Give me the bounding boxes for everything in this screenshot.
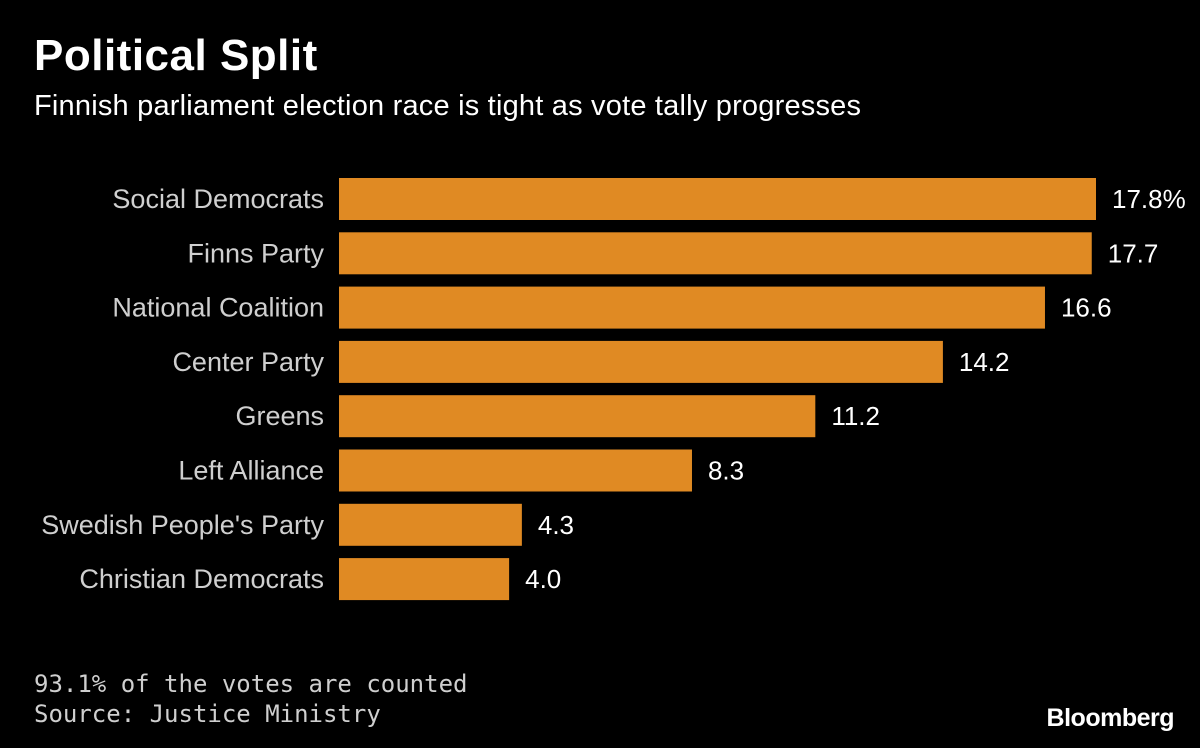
category-label: Swedish People's Party — [41, 510, 324, 540]
bar — [339, 395, 816, 438]
category-label: Social Democrats — [112, 184, 324, 214]
bar — [339, 232, 1092, 275]
value-label: 4.0 — [525, 564, 561, 594]
category-label: Greens — [235, 401, 324, 431]
value-label: 4.3 — [538, 510, 574, 540]
bar — [339, 340, 943, 383]
footnote-votes-counted: 93.1% of the votes are counted — [34, 670, 468, 698]
category-label: National Coalition — [112, 293, 324, 323]
value-label: 8.3 — [708, 456, 744, 486]
value-label: 16.6 — [1061, 293, 1112, 323]
value-label: 17.8% — [1112, 184, 1186, 214]
category-label: Center Party — [172, 347, 324, 377]
category-label: Left Alliance — [178, 456, 324, 486]
bar — [339, 178, 1096, 220]
bloomberg-logo: Bloomberg — [1046, 704, 1175, 732]
bar — [339, 558, 510, 601]
category-label: Finns Party — [187, 238, 324, 268]
bar — [339, 503, 522, 546]
bar — [339, 449, 692, 492]
value-label: 14.2 — [959, 347, 1010, 377]
value-label: 17.7 — [1108, 238, 1159, 268]
source-note: Source: Justice Ministry — [34, 700, 381, 728]
category-label: Christian Democrats — [79, 564, 324, 594]
value-label: 11.2 — [831, 401, 880, 431]
chart-title: Political Split — [34, 31, 318, 80]
chart-subtitle: Finnish parliament election race is tigh… — [34, 90, 862, 122]
bar — [339, 286, 1045, 329]
